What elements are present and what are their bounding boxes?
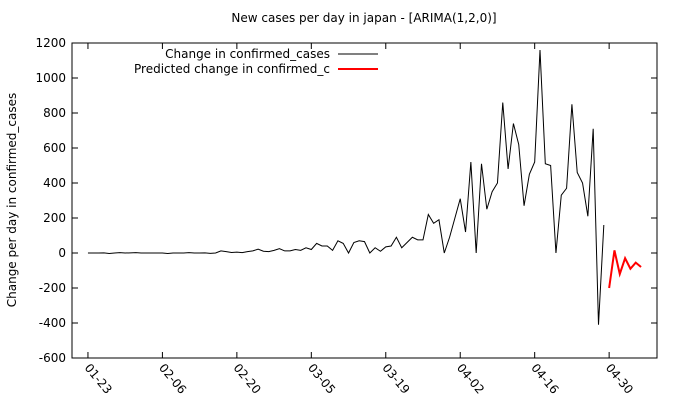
x-tick-label: 04-02 [454, 361, 487, 397]
plot-frame [71, 42, 658, 359]
x-tick-label: 03-05 [305, 361, 338, 397]
y-tick-label: -600 [39, 351, 66, 365]
y-tick-label: 400 [43, 176, 66, 190]
y-tick-label: 0 [58, 246, 66, 260]
x-tick-label: 03-19 [379, 361, 412, 397]
y-tick-label: -200 [39, 281, 66, 295]
y-tick-label: 800 [43, 106, 66, 120]
y-tick-label: -400 [39, 316, 66, 330]
x-tick-label: 01-23 [82, 361, 115, 397]
y-axis-label: Change per day in confirmed_cases [5, 93, 19, 308]
chart-title: New cases per day in japan - [ARIMA(1,2,… [231, 11, 496, 25]
y-tick-label: 1200 [35, 36, 66, 50]
x-tick-label: 02-06 [156, 361, 189, 397]
y-tick-label: 200 [43, 211, 66, 225]
y-tick-label: 1000 [35, 71, 66, 85]
x-tick-label: 04-16 [528, 361, 561, 397]
x-tick-label: 04-30 [603, 361, 636, 397]
y-tick-label: 600 [43, 141, 66, 155]
x-tick-label: 02-20 [231, 361, 264, 397]
series-line [87, 49, 605, 325]
legend-label: Change in confirmed_cases [165, 47, 330, 61]
legend-label: Predicted change in confirmed_c [134, 62, 330, 76]
series-line [608, 250, 642, 289]
